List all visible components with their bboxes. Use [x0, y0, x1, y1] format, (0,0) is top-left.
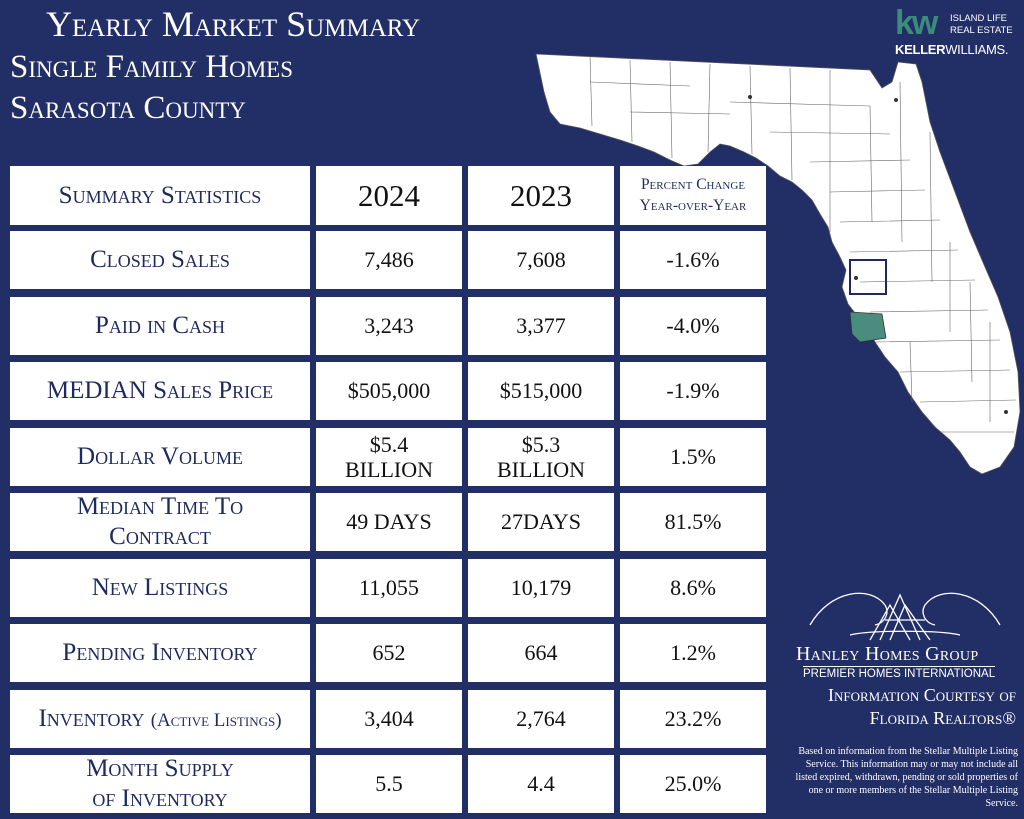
- value-2023: 27DAYS: [468, 493, 614, 551]
- value-2024: $505,000: [316, 362, 462, 420]
- sarasota-county-highlight: [849, 311, 887, 343]
- row-label: Paid in Cash: [10, 297, 310, 355]
- florida-county-map: [535, 53, 1021, 475]
- value-2024: 5.5: [316, 755, 462, 813]
- page-subtitle-county: Sarasota County: [10, 90, 246, 126]
- information-courtesy: Information Courtesy of Florida Realtors…: [827, 685, 1016, 729]
- value-2023: $515,000: [468, 362, 614, 420]
- brand-keller-williams: KELLERWILLIAMS.: [895, 42, 1009, 57]
- hanley-homes-tagline: PREMIER HOMES INTERNATIONAL: [803, 666, 996, 680]
- value-2024: $5.4 BILLION: [316, 428, 462, 486]
- percent-change: 1.5%: [620, 428, 766, 486]
- mls-disclaimer: Based on information from the Stellar Mu…: [795, 746, 1018, 809]
- percent-change: 81.5%: [620, 493, 766, 551]
- percent-change: -4.0%: [620, 297, 766, 355]
- header-year-2024: 2024: [316, 166, 462, 225]
- row-label: Month Supply of Inventory: [10, 755, 310, 813]
- row-label: Median Time To Contract: [10, 493, 310, 551]
- kw-mark: kw: [895, 4, 938, 42]
- hanley-homes-logo: Hanley Homes Group PREMIER HOMES INTERNA…: [790, 585, 1020, 680]
- row-label: Closed Sales: [10, 231, 310, 289]
- value-2024: 3,243: [316, 297, 462, 355]
- percent-change: -1.6%: [620, 231, 766, 289]
- value-2024: 3,404: [316, 690, 462, 748]
- value-2023: 664: [468, 624, 614, 682]
- value-2023: 10,179: [468, 559, 614, 617]
- value-2024: 49 DAYS: [316, 493, 462, 551]
- percent-change: 8.6%: [620, 559, 766, 617]
- percent-change: 1.2%: [620, 624, 766, 682]
- value-2024: 7,486: [316, 231, 462, 289]
- row-label: Dollar Volume: [10, 428, 310, 486]
- brand-line-2: REAL ESTATE: [950, 25, 1013, 36]
- percent-change: 25.0%: [620, 755, 766, 813]
- row-label: Inventory (Active Listings): [10, 690, 310, 748]
- value-2024: 11,055: [316, 559, 462, 617]
- hanley-monogram-icon: [809, 592, 1001, 641]
- header-percent-change: Percent Change Year-over-Year: [620, 166, 766, 225]
- value-2023: 3,377: [468, 297, 614, 355]
- page-title: Yearly Market Summary: [46, 4, 421, 44]
- hanley-homes-name: Hanley Homes Group: [796, 643, 979, 665]
- header-summary-statistics: Summary Statistics: [10, 166, 310, 225]
- row-label: Pending Inventory: [10, 624, 310, 682]
- value-2023: 2,764: [468, 690, 614, 748]
- value-2024: 652: [316, 624, 462, 682]
- value-2023: 7,608: [468, 231, 614, 289]
- percent-change: 23.2%: [620, 690, 766, 748]
- value-2023: $5.3 BILLION: [468, 428, 614, 486]
- keller-williams-logo: kw ISLAND LIFE REAL ESTATE KELLERWILLIAM…: [895, 4, 1017, 60]
- page-subtitle-property-type: Single Family Homes: [10, 49, 293, 85]
- row-label: MEDIAN Sales Price: [10, 362, 310, 420]
- value-2023: 4.4: [468, 755, 614, 813]
- percent-change: -1.9%: [620, 362, 766, 420]
- row-label: New Listings: [10, 559, 310, 617]
- brand-line-1: ISLAND LIFE: [950, 13, 1008, 24]
- header-year-2023: 2023: [468, 166, 614, 225]
